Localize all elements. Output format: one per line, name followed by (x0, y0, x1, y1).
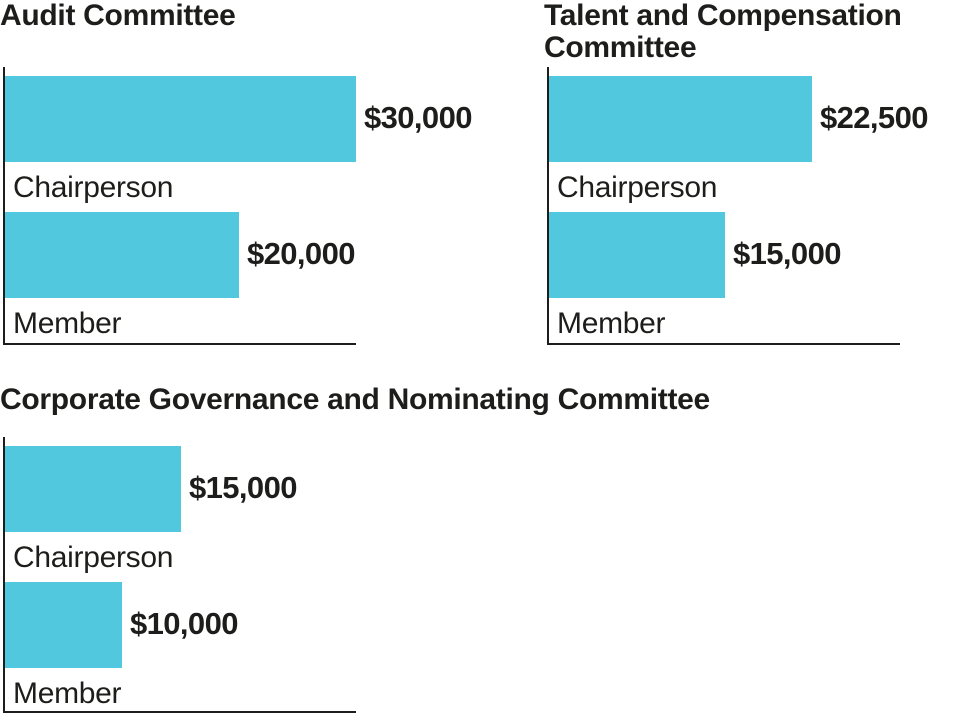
y-axis-line (3, 67, 5, 345)
value-label: $10,000 (130, 606, 238, 641)
value-label: $15,000 (189, 470, 297, 505)
talent-compensation-committee-chart: Talent and Compensation Committee $22,50… (544, 0, 973, 350)
x-axis-line (547, 343, 900, 345)
value-label: $20,000 (247, 236, 355, 271)
y-axis-line (3, 437, 5, 713)
corporate-governance-committee-chart: Corporate Governance and Nominating Comm… (0, 384, 710, 715)
y-axis-line (547, 67, 549, 345)
plot-area: $30,000 Chairperson $20,000 Member (3, 67, 472, 345)
category-label: Member (13, 307, 122, 340)
bar-group: $10,000 Member (5, 582, 356, 710)
bar-group: $15,000 Member (549, 212, 900, 340)
value-label: $22,500 (820, 100, 928, 135)
plot-area: $22,500 Chairperson $15,000 Member (547, 67, 928, 345)
bar (549, 212, 725, 298)
bar-group: $30,000 Chairperson (5, 76, 472, 204)
bar (549, 76, 812, 162)
value-label: $15,000 (733, 236, 841, 271)
bar (5, 582, 122, 668)
category-label: Chairperson (13, 171, 174, 204)
value-label: $30,000 (364, 100, 472, 135)
category-label: Member (13, 677, 122, 710)
category-label: Chairperson (557, 171, 718, 204)
category-label: Member (557, 307, 666, 340)
bar (5, 446, 181, 532)
chart-title: Corporate Governance and Nominating Comm… (0, 383, 710, 416)
bar (5, 76, 356, 162)
x-axis-line (3, 711, 356, 713)
bar-group: $15,000 Chairperson (5, 446, 356, 574)
bar-group: $20,000 Member (5, 212, 356, 340)
chart-title: Talent and Compensation Committee (544, 0, 902, 64)
audit-committee-chart: Audit Committee $30,000 Chairperson $20,00… (0, 0, 520, 350)
bar (5, 212, 239, 298)
x-axis-line (3, 343, 356, 345)
plot-area: $15,000 Chairperson $10,000 Member (3, 437, 356, 713)
chart-title: Audit Committee (0, 0, 236, 32)
category-label: Chairperson (13, 541, 174, 574)
bar-group: $22,500 Chairperson (549, 76, 928, 204)
